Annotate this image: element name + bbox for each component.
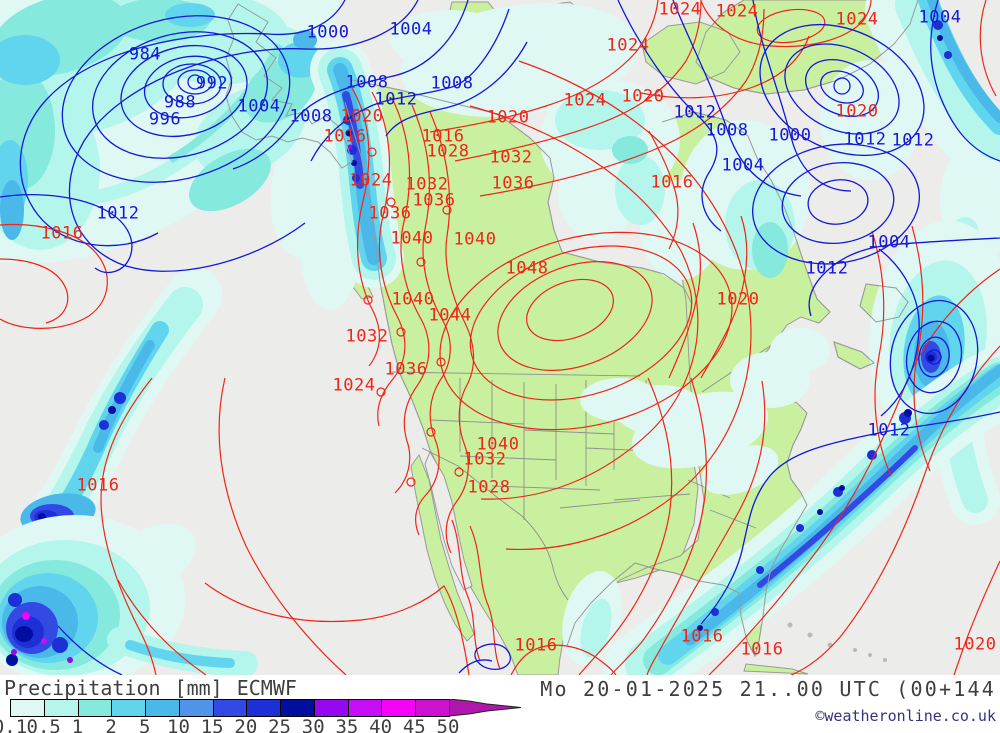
legend-model: ECMWF (236, 676, 297, 700)
legend-color-segment (146, 700, 180, 716)
legend-color-segment (348, 700, 383, 716)
forecast-datetime: Mo 20-01-2025 21..00 UTC (00+144 (540, 677, 996, 701)
legend-tick: 35 (335, 716, 359, 733)
legend-arrow (449, 699, 522, 717)
legend-color-segment (44, 700, 79, 716)
copyright-text: ©weatheronline.co.uk (815, 707, 996, 725)
legend-tick: 20 (234, 716, 258, 733)
legend-title: Precipitation [mm] ECMWF (4, 676, 311, 700)
legend-tick: 0.1 (0, 716, 28, 733)
legend-tick: 15 (200, 716, 224, 733)
isobar-contours-high (0, 0, 1000, 675)
legend-tick: 0.5 (26, 716, 61, 733)
legend-tick: 40 (369, 716, 393, 733)
map-svg (0, 0, 1000, 675)
map-canvas: 984 992 988 996 1000 1004 1004 1008 1008 1008 1012… (0, 0, 1000, 675)
legend-unit: [mm] (174, 676, 223, 700)
legend-color-segment (382, 700, 417, 716)
legend-color-segment (281, 700, 315, 716)
legend-color-segment (314, 700, 349, 716)
legend-tick: 50 (436, 716, 460, 733)
legend-color-segment (213, 700, 248, 716)
legend-tick: 25 (268, 716, 291, 733)
coastline-overlay (225, 0, 919, 658)
legend-tick: 2 (105, 716, 117, 733)
legend-colorbar (10, 699, 450, 717)
legend-tick: 10 (167, 716, 190, 733)
gulf-of-california (424, 450, 473, 591)
legend-color-segment (247, 700, 282, 716)
legend-color-segment (11, 700, 45, 716)
legend-arrow-shape (449, 699, 522, 717)
isobar-contours-low (0, 0, 1000, 675)
legend-color-segment (416, 700, 449, 716)
legend-color-segment (112, 700, 147, 716)
legend-tick: 30 (301, 716, 325, 733)
legend-color-segment (78, 700, 113, 716)
legend-bar: Precipitation[mm]ECMWF 0.10.512510152025… (0, 675, 1000, 733)
legend-tick: 45 (402, 716, 426, 733)
precipitation-layer (0, 0, 1000, 675)
legend-tick: 5 (139, 716, 151, 733)
legend-parameter: Precipitation (4, 676, 161, 700)
legend-tick: 1 (71, 716, 84, 733)
legend-color-segment (179, 700, 214, 716)
